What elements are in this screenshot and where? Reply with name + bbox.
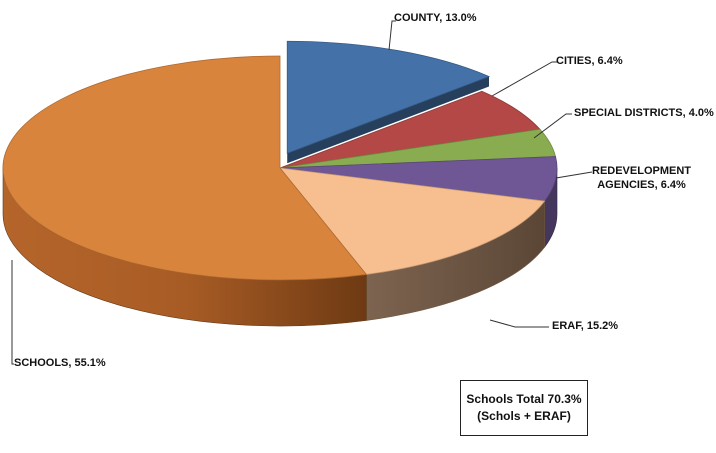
- label-redevelopment-line1: REDEVELOPMENT: [592, 165, 692, 177]
- label-leader-lines: [11, 20, 593, 365]
- pie-slice-redevelopment-agencies: [279, 156, 558, 202]
- pie-side-walls: [2, 76, 558, 327]
- leader-county: [388, 20, 396, 51]
- pie-slice-eraf: [279, 167, 546, 275]
- label-eraf: ERAF, 15.2%: [552, 320, 619, 332]
- leader-redev: [555, 171, 593, 179]
- label-special-districts: SPECIAL DISTRICTS, 4.0%: [574, 107, 714, 119]
- leader-schools: [11, 260, 14, 365]
- label-county: COUNTY, 13.0%: [394, 12, 477, 24]
- leader-cities: [491, 61, 557, 97]
- label-redevelopment-line2: AGENCIES, 6.4%: [597, 179, 686, 191]
- schools-total-box: Schools Total 70.3% (Schols + ERAF): [460, 380, 588, 436]
- label-cities: CITIES, 6.4%: [556, 55, 623, 67]
- label-redevelopment-agencies: REDEVELOPMENT AGENCIES, 6.4%: [592, 164, 691, 192]
- leader-special: [533, 113, 572, 139]
- pie-slice-county: [286, 40, 491, 154]
- leader-eraf: [489, 319, 549, 328]
- label-schools: SCHOOLS, 55.1%: [14, 357, 106, 369]
- pie-cut-face-county: [287, 76, 489, 164]
- pie-slice-schools: [2, 55, 368, 281]
- pie-slice-cities: [279, 90, 541, 169]
- pie-top-faces: [2, 40, 558, 281]
- schools-total-line1: Schools Total 70.3%: [466, 392, 582, 406]
- schools-total-line2: (Schols + ERAF): [477, 409, 571, 423]
